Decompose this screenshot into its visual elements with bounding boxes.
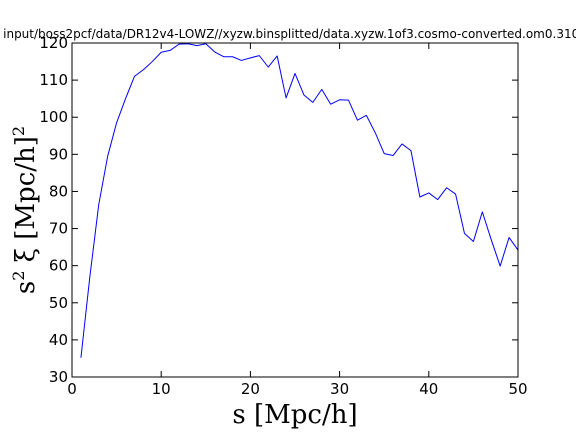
- y-tick-label: 60: [49, 257, 68, 275]
- y-tick-label: 80: [49, 182, 68, 200]
- x-tick-label: 30: [330, 380, 349, 398]
- y-tick-label: 70: [49, 220, 68, 238]
- x-tick-label: 20: [241, 380, 260, 398]
- plot-frame: [71, 42, 519, 378]
- y-tick-label: 30: [49, 368, 68, 386]
- x-tick-label: 0: [67, 380, 77, 398]
- y-tick-label: 110: [39, 71, 68, 89]
- x-tick-label: 50: [508, 380, 527, 398]
- y-tick-label: 50: [49, 294, 68, 312]
- y-tick-label: 100: [39, 108, 68, 126]
- y-axis-label-mid: ξ [Mpc/h]: [11, 136, 41, 270]
- series-line: [80, 43, 519, 358]
- y-axis-label-s: s: [11, 281, 41, 294]
- x-tick-label: 40: [419, 380, 438, 398]
- y-axis-label-sup1: 2: [9, 271, 28, 281]
- y-axis-label: s2 ξ [Mpc/h]2: [9, 126, 41, 294]
- x-tick-label: 10: [152, 380, 171, 398]
- y-tick-label: 90: [49, 145, 68, 163]
- x-axis-label: s [Mpc/h]: [232, 400, 357, 430]
- series-layer: [80, 43, 519, 358]
- y-tick-label: 120: [39, 34, 68, 52]
- y-axis-label-sup2: 2: [9, 126, 28, 136]
- y-axis-label-group: s2 ξ [Mpc/h]2: [9, 126, 41, 294]
- y-tick-label: 40: [49, 331, 68, 349]
- chart-title: input/boss2pcf/data/DR12v4-LOWZ//xyzw.bi…: [3, 27, 576, 41]
- tick-labels-group: 0 10 20 30 40 50 30 40 50 60 70 80 90 100 110 120: [39, 34, 527, 398]
